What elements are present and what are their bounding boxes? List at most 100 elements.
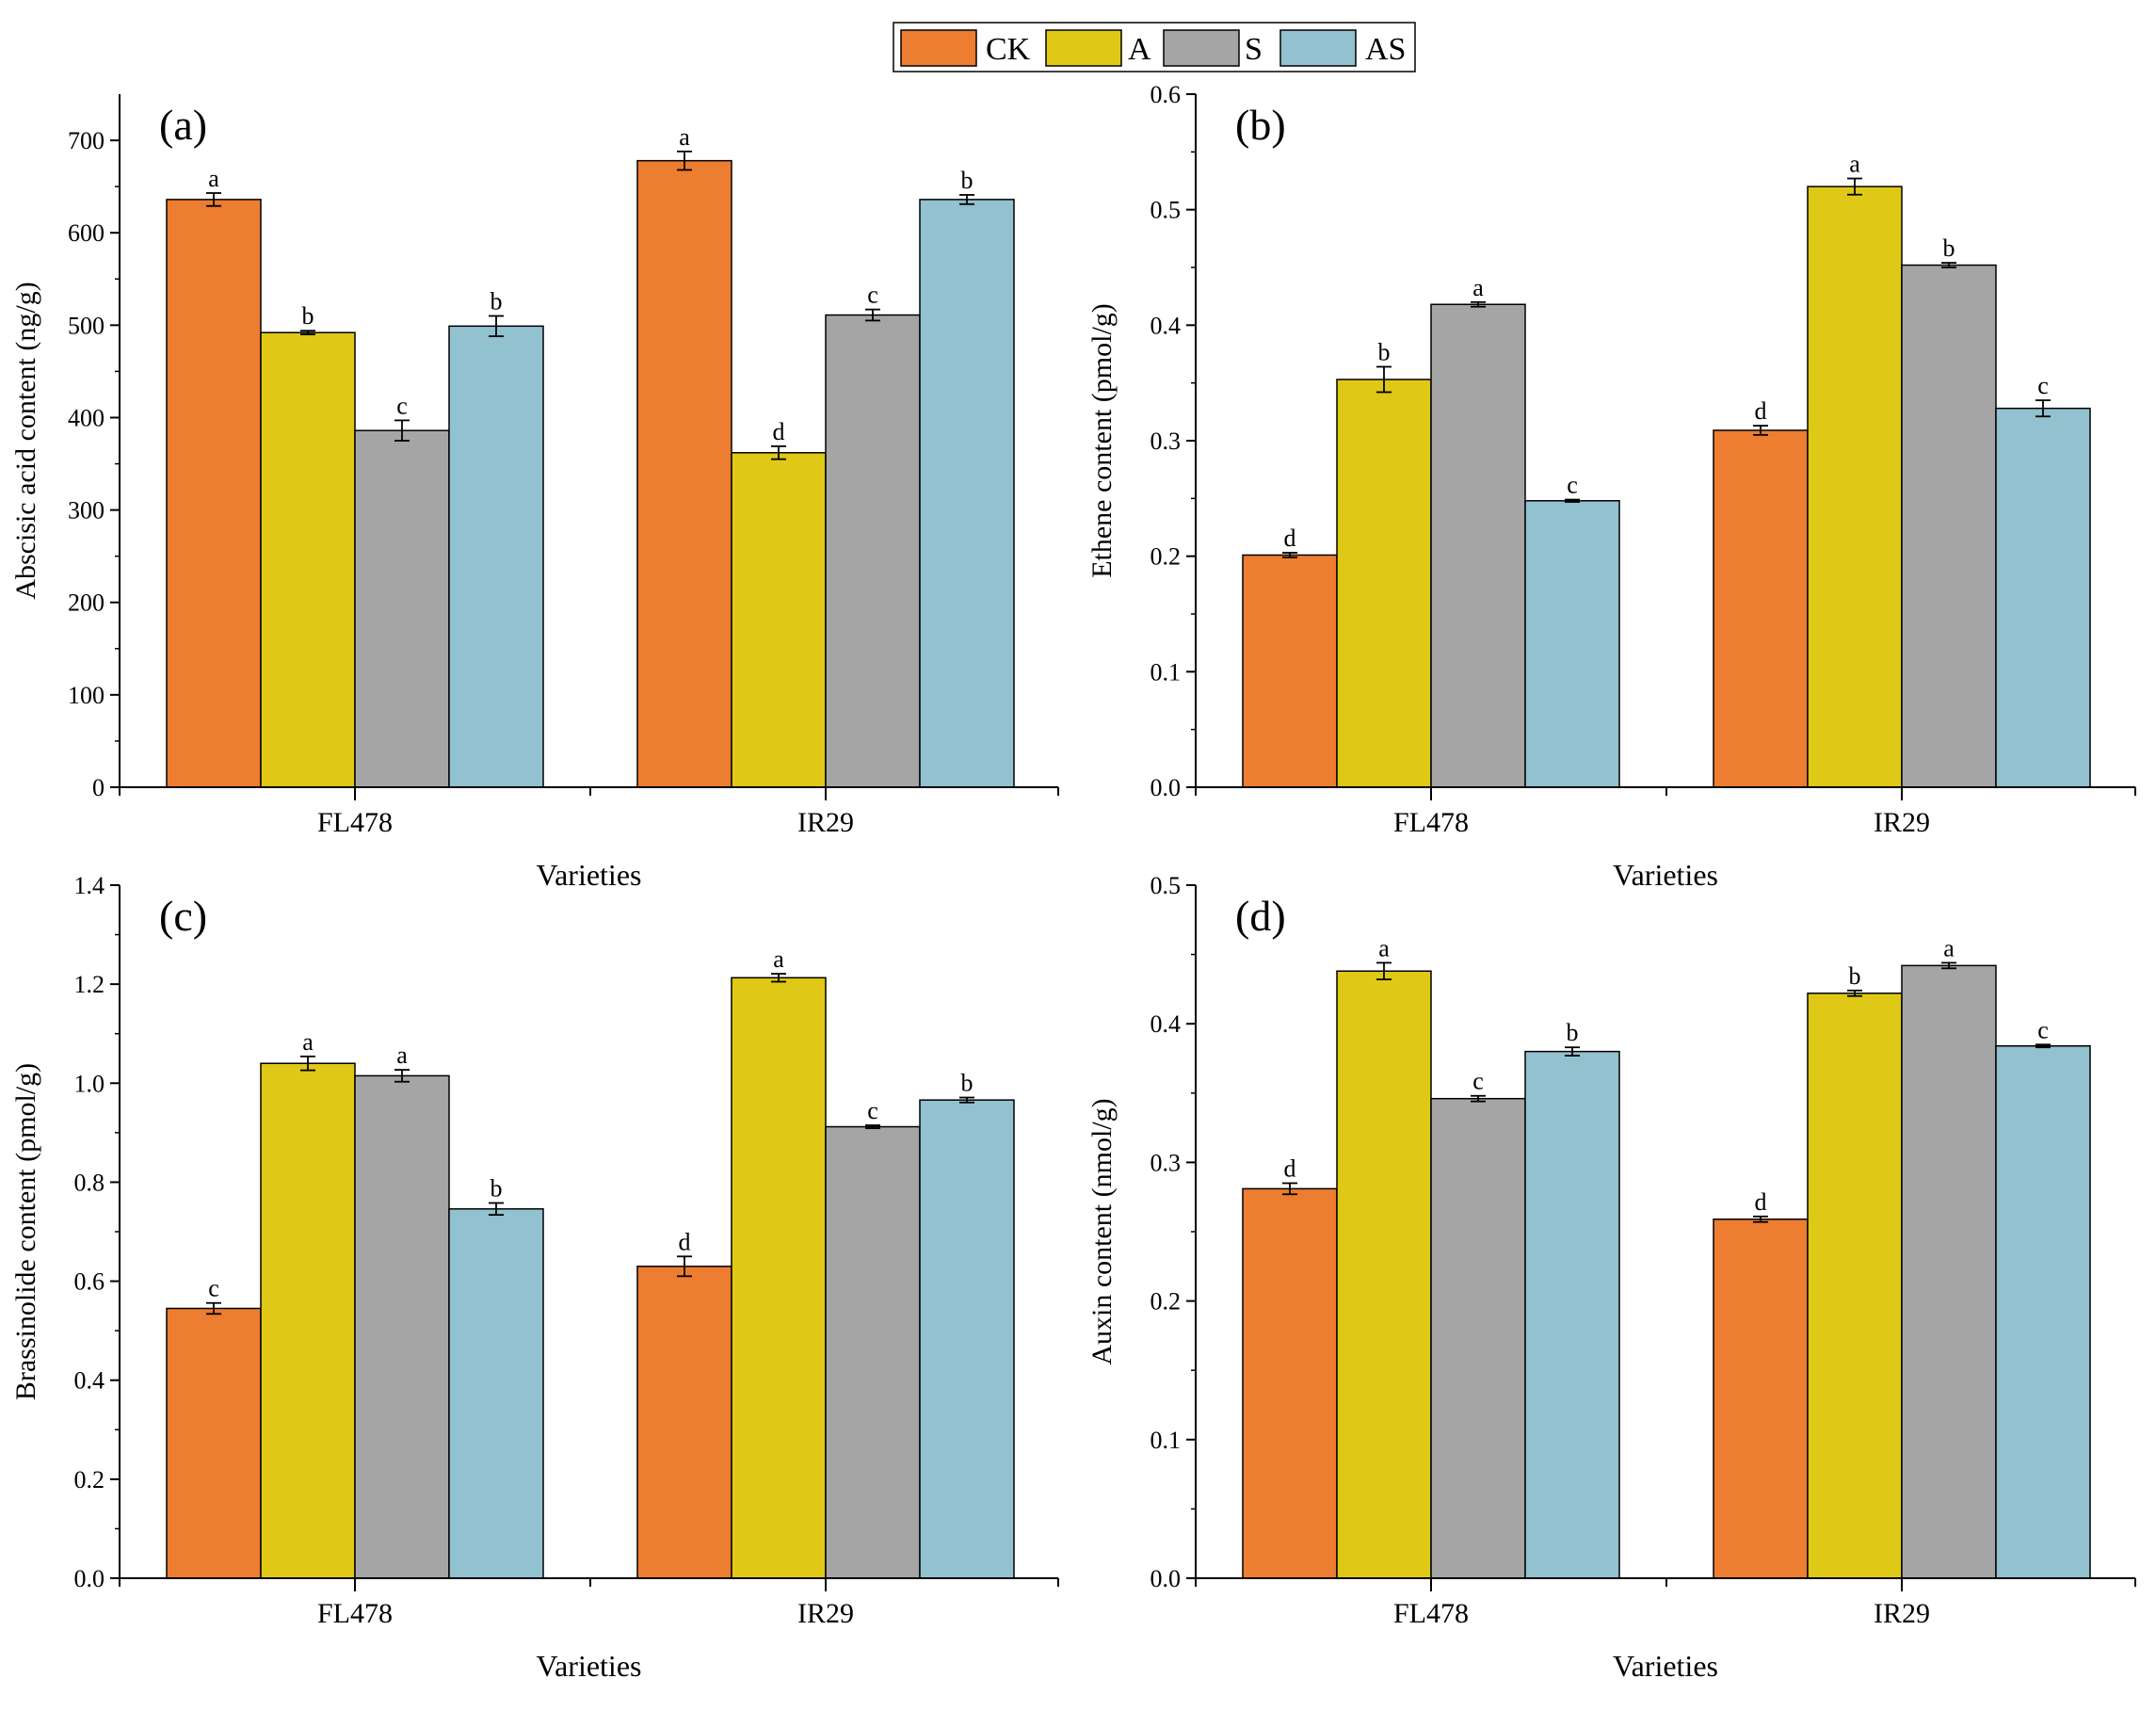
x-tick-label-ir29: IR29 [797,1598,854,1629]
bar-ck-fl478 [1242,1187,1338,1579]
bar-s-fl478 [1430,303,1526,788]
legend-label-a: A [1128,32,1151,67]
error-bar-ck-ir29 [677,150,692,171]
y-tick-label: 0.4 [1150,1010,1182,1038]
error-bar-a-fl478 [300,330,315,336]
significance-letter: a [1849,151,1860,178]
bar-a-ir29 [1807,186,1903,788]
bar-s-ir29 [825,314,921,788]
error-bar-as-ir29 [2035,399,2051,418]
bar-as-ir29 [1995,1045,2091,1579]
y-tick-label: 1.4 [74,872,105,899]
significance-letter: c [396,392,408,419]
significance-letter: b [961,1070,973,1097]
bar-as-fl478 [1524,1050,1620,1579]
significance-letter: c [2037,372,2049,399]
bar-s-fl478 [354,429,450,788]
bar-s-ir29 [1901,264,1997,788]
y-tick-label: 0.6 [1150,81,1182,108]
x-axis-title: Varieties [537,1649,642,1683]
y-tick-label: 600 [68,219,105,247]
error-bar-ck-fl478 [1282,1182,1297,1196]
error-bar-as-ir29 [2035,1043,2051,1049]
significance-letter: d [1755,1188,1767,1216]
y-tick-label: 700 [68,127,105,154]
significance-letter: a [302,1028,314,1056]
y-tick-label: 0.3 [1150,428,1182,455]
significance-letter: d [1284,1154,1296,1182]
legend-swatch-s [1163,29,1240,67]
bar-a-ir29 [731,977,827,1579]
x-tick-label-fl478: FL478 [1393,1598,1469,1629]
significance-letter: c [867,282,878,309]
significance-letter: a [208,165,219,192]
bar-as-fl478 [448,325,544,788]
x-tick-label-ir29: IR29 [797,807,854,838]
y-tick-label: 0.4 [74,1367,105,1395]
error-bar-s-fl478 [394,1069,410,1083]
significance-letter: b [1567,1019,1579,1046]
y-tick-label: 0.8 [74,1169,105,1196]
error-bar-as-ir29 [959,1096,974,1104]
legend: CK A S AS [893,22,1416,73]
bar-s-fl478 [354,1074,450,1579]
x-tick-label-fl478: FL478 [1393,807,1469,838]
legend-swatch-a [1045,29,1122,67]
error-bar-as-fl478 [1565,498,1580,503]
bar-ck-ir29 [636,159,732,788]
error-bar-a-ir29 [771,444,786,460]
bar-s-ir29 [825,1125,921,1579]
y-tick-label: 400 [68,404,105,431]
bar-s-ir29 [1901,964,1997,1579]
bar-a-fl478 [1336,970,1432,1579]
error-bar-ck-ir29 [677,1255,692,1278]
legend-swatch-as [1279,29,1357,67]
panel-label: (c) [159,892,207,940]
bar-ck-fl478 [166,1307,262,1579]
bar-as-fl478 [1524,500,1620,788]
error-bar-a-fl478 [1376,365,1392,394]
y-axis-title: Ethene content (pmol/g) [1086,303,1118,578]
bar-ck-fl478 [1242,554,1338,788]
bar-ck-fl478 [166,199,262,788]
error-bar-s-ir29 [865,308,880,322]
y-tick-label: 0.2 [74,1466,105,1493]
error-bar-a-fl478 [1376,961,1392,980]
error-bar-ck-ir29 [1753,425,1768,436]
significance-letter: b [1849,962,1861,990]
error-bar-s-fl478 [394,419,410,442]
panels: a a b d c c b b 0 100 200 300 400 500 600 700 FL478 IR29 V… [10,81,2136,1683]
y-tick-label: 300 [68,497,105,525]
panel-a: a a b d c c b b 0 100 200 300 400 500 600 700 FL478 IR29 V… [10,94,1059,892]
bar-a-fl478 [1336,379,1432,788]
x-tick-label-ir29: IR29 [1874,1598,1930,1629]
legend-label-as: AS [1365,32,1406,67]
error-bar-a-ir29 [1847,989,1862,997]
significance-letter: d [1284,525,1296,552]
error-bar-ck-fl478 [206,1301,221,1316]
y-tick-label: 0.1 [1150,1427,1182,1454]
bar-as-ir29 [919,199,1015,788]
error-bar-s-fl478 [1471,300,1486,308]
error-bar-a-fl478 [300,1055,315,1072]
panel-d: d d a b c a b c 0.0 0.1 0.2 0.3 0.4 0.5 FL478 IR29 Varie… [1086,872,2136,1683]
significance-letter: d [1755,397,1767,425]
bar-as-ir29 [919,1099,1015,1579]
y-tick-label: 0.3 [1150,1149,1182,1176]
y-tick-label: 0.2 [1150,543,1182,571]
y-tick-label: 0.1 [1150,658,1182,686]
x-axis-title: Varieties [537,858,642,892]
bar-ck-ir29 [1713,1219,1809,1579]
bar-a-ir29 [731,452,827,788]
significance-letter: a [773,945,784,973]
legend-label-s: S [1245,32,1263,67]
significance-letter: a [396,1041,408,1069]
bar-a-fl478 [260,1062,356,1579]
y-tick-label: 0.6 [74,1268,105,1296]
bar-a-fl478 [260,331,356,788]
y-axis-title: Auxin content (nmol/g) [1086,1098,1118,1364]
significance-letter: b [961,167,973,194]
y-tick-label: 0.0 [74,1565,105,1592]
significance-letter: b [302,302,314,330]
error-bar-as-fl478 [489,315,504,338]
